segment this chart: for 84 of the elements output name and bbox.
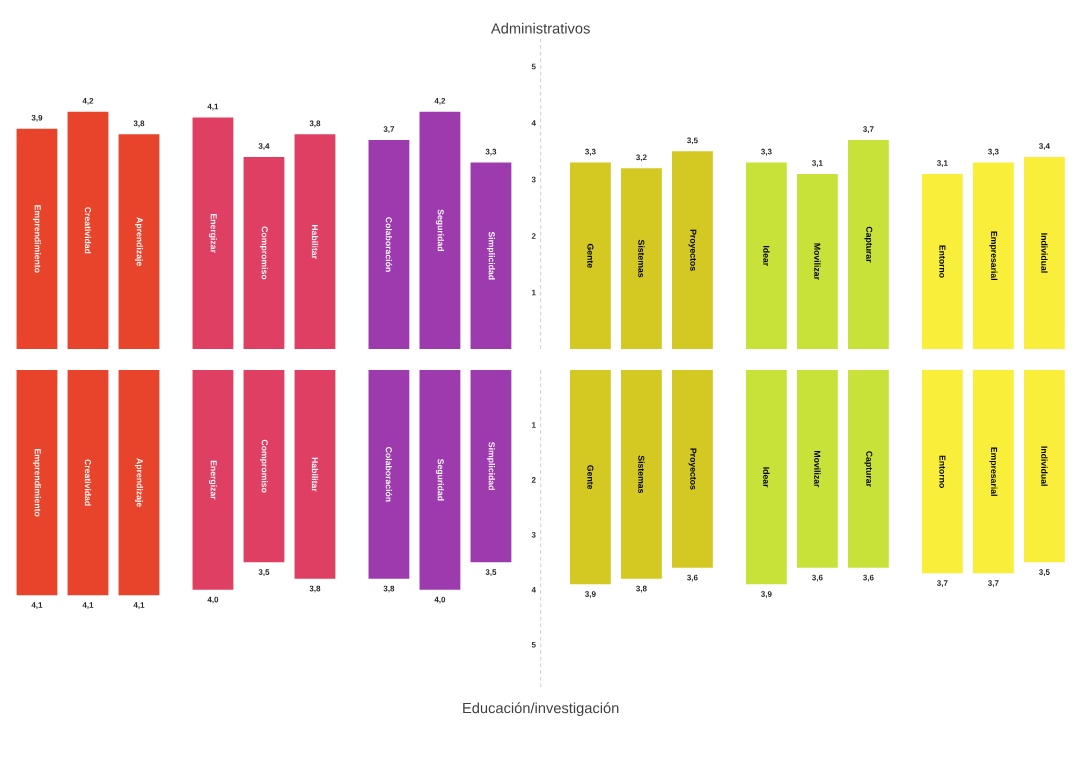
x-tick-label: Creatividad [84, 207, 92, 254]
data-label: 4,1 [31, 602, 43, 609]
data-label: 3,5 [485, 569, 497, 577]
data-label: 3,5 [258, 569, 270, 577]
x-tick-label: Individual [1041, 446, 1048, 486]
data-label: 3,7 [863, 126, 874, 134]
data-label: 4,1 [82, 602, 94, 609]
x-tick-label: Simplicidad [486, 442, 495, 490]
data-label: 3,1 [936, 160, 948, 167]
x-tick-label: Colaboración [385, 217, 393, 272]
data-label: 3,6 [863, 574, 874, 582]
y-tick-label: 5 [531, 63, 536, 70]
y-tick-label: 1 [532, 422, 536, 428]
y-tick-label: 3 [531, 176, 536, 183]
data-label: 3,8 [309, 585, 321, 593]
x-tick-label: Proyectos [688, 229, 697, 271]
data-label: 3,3 [485, 148, 497, 156]
data-label: 3,8 [309, 120, 321, 128]
data-label: 3,2 [636, 154, 647, 162]
x-tick-label: Gente [587, 465, 594, 490]
data-label: 3,8 [383, 585, 395, 593]
data-label: 3,1 [812, 160, 823, 167]
data-label: 4,2 [434, 98, 446, 105]
x-tick-label: Aprendizaje [134, 458, 144, 507]
data-label: 3,3 [585, 148, 596, 156]
x-tick-label: Entorno [939, 455, 946, 488]
x-tick-label: Gente [587, 243, 594, 268]
data-label: 4,2 [82, 98, 94, 105]
x-tick-label: Creatividad [84, 459, 92, 506]
x-tick-label: Seguridad [435, 209, 444, 251]
x-tick-label: Entorno [939, 245, 946, 278]
x-tick-label: Capturar [864, 226, 873, 263]
x-tick-label: Emprendimiento [32, 449, 41, 517]
x-tick-label: Sistemas [638, 239, 645, 278]
x-tick-label: Empresarial [989, 447, 998, 496]
x-tick-label: Empresarial [989, 231, 998, 280]
x-tick-label: Habilitar [311, 224, 319, 259]
y-tick-label: 1 [532, 289, 536, 296]
x-tick-label: Energizar [208, 460, 217, 500]
x-tick-label: Simplicidad [486, 231, 495, 280]
data-label: 4,1 [207, 103, 219, 111]
x-tick-label: Movilizar [814, 243, 821, 280]
x-tick-label: Aprendizaje [134, 217, 144, 266]
x-tick-label: Compromiso [259, 439, 268, 493]
data-label: 3,8 [133, 120, 145, 128]
data-label: 3,6 [812, 574, 823, 582]
data-label: 3,4 [1039, 143, 1050, 151]
data-label: 3,7 [383, 126, 395, 134]
x-tick-label: Movilizar [814, 450, 821, 488]
x-tick-label: Individual [1041, 233, 1048, 273]
data-label: 3,5 [1039, 569, 1050, 577]
data-label: 4,1 [133, 602, 145, 609]
data-label: 3,8 [636, 585, 647, 593]
data-label: 3,9 [585, 591, 596, 599]
x-tick-label: Capturar [864, 451, 873, 487]
data-label: 3,4 [258, 143, 270, 151]
data-label: 3,5 [687, 137, 698, 145]
x-tick-label: Habilitar [311, 457, 319, 492]
y-tick-label: 4 [531, 587, 536, 593]
y-tick-label: 2 [531, 477, 536, 483]
y-tick-label: 4 [531, 120, 536, 126]
x-tick-label: Proyectos [688, 448, 697, 490]
data-label: 3,7 [936, 580, 948, 588]
x-tick-label: Seguridad [435, 458, 444, 501]
x-tick-label: Idear [763, 246, 770, 267]
x-tick-label: Emprendimiento [32, 205, 41, 273]
x-tick-label: Sistemas [638, 455, 645, 494]
x-tick-label: Colaboración [385, 447, 393, 502]
data-label: 3,9 [761, 591, 772, 599]
x-tick-label: Idear [763, 467, 770, 488]
x-tick-label: Compromiso [259, 226, 268, 280]
x-axis-title: Educación/investigación [463, 702, 619, 717]
x-tick-label: Energizar [208, 214, 217, 253]
data-label: 3,9 [31, 114, 43, 122]
chart-title: Administrativos [490, 22, 590, 34]
data-label: 4,0 [434, 596, 446, 604]
y-tick-label: 5 [531, 641, 536, 648]
data-label: 3,3 [761, 148, 772, 156]
y-tick-label: 2 [531, 233, 536, 239]
data-label: 3,3 [988, 148, 999, 156]
y-tick-label: 3 [531, 532, 536, 538]
data-label: 3,6 [687, 574, 698, 582]
data-label: 3,7 [988, 580, 999, 588]
data-label: 4,0 [207, 596, 219, 604]
